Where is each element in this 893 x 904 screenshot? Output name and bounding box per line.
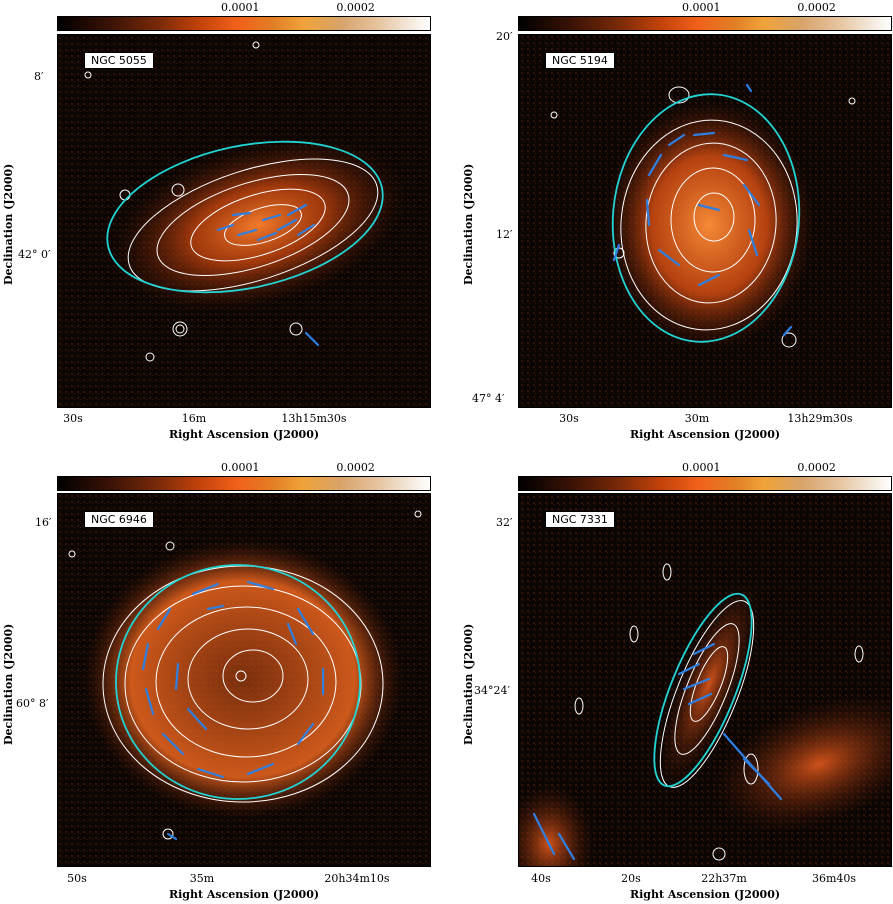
x-tick-label: 30m [684, 412, 710, 425]
x-tick-label: 13h15m30s [281, 412, 347, 425]
y-axis-title: Declination (J2000) [2, 623, 15, 745]
y-tick-label: 47° 4′ [472, 392, 505, 405]
y-tick-label: 60° 8′ [16, 697, 49, 710]
y-tick-label: 20′ [496, 30, 513, 43]
y-tick-label: 16′ [35, 516, 52, 529]
colorbar-tick: 0.0001 [682, 1, 721, 14]
y-tick-label: 42° 0′ [18, 248, 51, 261]
colorbar-tick: 0.0001 [682, 461, 721, 474]
colorbar-tick: 0.0001 [221, 1, 260, 14]
x-tick-label: 30s [63, 412, 83, 425]
colorbar: 0.0001 0.0002 [518, 1, 892, 31]
x-tick-label: 20h34m10s [324, 872, 390, 885]
y-axis-title: Declination (J2000) [462, 163, 475, 285]
x-tick-label: 40s [531, 872, 551, 885]
x-tick-label: 50s [67, 872, 87, 885]
y-axis-title: Declination (J2000) [2, 163, 15, 285]
x-axis-title: Right Ascension (J2000) [168, 888, 320, 901]
colorbar-tick: 0.0002 [797, 461, 836, 474]
y-axis-title: Declination (J2000) [462, 623, 475, 745]
x-tick-label: 35m [189, 872, 215, 885]
map-image [58, 494, 430, 866]
galaxy-label: NGC 5055 [84, 52, 154, 69]
colorbar-tick: 0.0002 [336, 1, 375, 14]
sky-map: NGC 5194 [518, 34, 892, 408]
sky-map: NGC 5055 [57, 34, 431, 408]
map-image [519, 494, 891, 866]
sky-map: NGC 6946 [57, 493, 431, 867]
colorbar: 0.0001 0.0002 [518, 461, 892, 491]
x-tick-label: 30s [559, 412, 579, 425]
galaxy-label: NGC 5194 [545, 52, 615, 69]
map-image [519, 35, 891, 407]
map-image [58, 35, 430, 407]
colorbar: 0.0001 0.0002 [57, 1, 431, 31]
galaxy-label: NGC 6946 [84, 511, 154, 528]
x-axis-title: Right Ascension (J2000) [168, 428, 320, 441]
y-tick-label: 34°24′ [474, 684, 510, 697]
colorbar-tick: 0.0001 [221, 461, 260, 474]
y-tick-label: 12′ [496, 228, 513, 241]
x-tick-label: 20s [621, 872, 641, 885]
y-tick-label: 8′ [34, 70, 44, 83]
x-tick-label: 36m40s [811, 872, 857, 885]
x-axis-title: Right Ascension (J2000) [629, 888, 781, 901]
colorbar-tick: 0.0002 [336, 461, 375, 474]
x-tick-label: 16m [181, 412, 207, 425]
x-tick-label: 22h37m [701, 872, 747, 885]
x-axis-title: Right Ascension (J2000) [629, 428, 781, 441]
sky-map: NGC 7331 [518, 493, 892, 867]
colorbar-tick: 0.0002 [797, 1, 836, 14]
colorbar: 0.0001 0.0002 [57, 461, 431, 491]
galaxy-label: NGC 7331 [545, 511, 615, 528]
y-tick-label: 32′ [496, 516, 513, 529]
x-tick-label: 13h29m30s [787, 412, 853, 425]
